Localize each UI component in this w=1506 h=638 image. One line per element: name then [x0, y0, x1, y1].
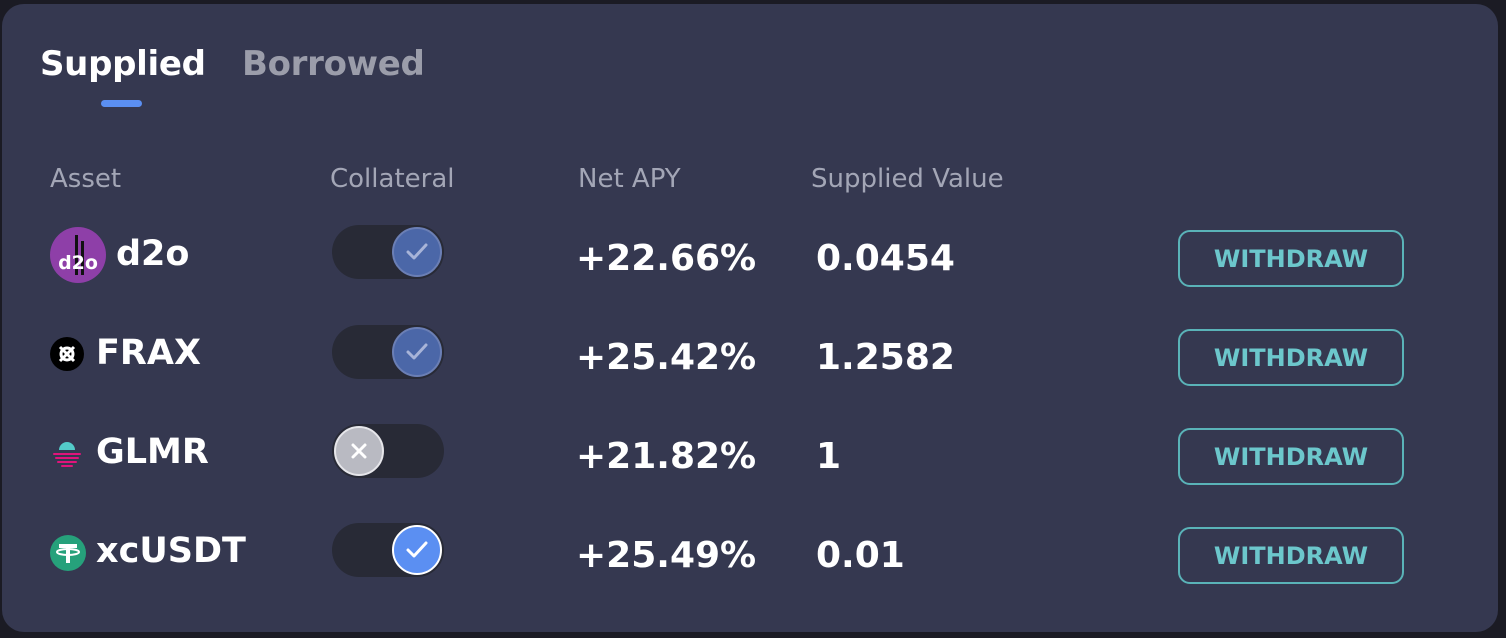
supplied-value: 1.2582	[816, 337, 955, 378]
table-row: d2o d2o +22.66% 0.0454 WITHDRAW	[2, 216, 1498, 296]
column-header-asset: Asset	[50, 164, 122, 194]
usdt-icon	[50, 535, 86, 571]
collateral-toggle[interactable]	[332, 424, 444, 478]
asset-name: GLMR	[96, 432, 209, 472]
withdraw-button[interactable]: WITHDRAW	[1178, 329, 1404, 386]
table-row: FRAX +25.42% 1.2582 WITHDRAW	[2, 315, 1498, 395]
close-icon	[334, 426, 384, 476]
withdraw-button[interactable]: WITHDRAW	[1178, 428, 1404, 485]
asset-name: FRAX	[96, 333, 201, 373]
tab-borrowed[interactable]: Borrowed	[242, 44, 425, 84]
table-row: GLMR +21.82% 1 WITHDRAW	[2, 414, 1498, 494]
net-apy: +22.66%	[576, 238, 757, 279]
column-header-net-apy: Net APY	[578, 164, 681, 194]
net-apy: +21.82%	[576, 436, 757, 477]
supplied-value: 1	[816, 436, 842, 477]
active-tab-indicator	[101, 100, 142, 107]
collateral-toggle[interactable]	[332, 325, 444, 379]
supplied-value: 0.01	[816, 535, 905, 576]
withdraw-button[interactable]: WITHDRAW	[1178, 527, 1404, 584]
positions-panel: Supplied Borrowed Asset Collateral Net A…	[2, 4, 1498, 632]
column-header-supplied-value: Supplied Value	[811, 164, 1004, 194]
column-header-collateral: Collateral	[330, 164, 455, 194]
asset-name: xcUSDT	[96, 531, 246, 571]
frax-icon	[50, 337, 84, 371]
svg-text:d2o: d2o	[58, 252, 98, 274]
check-icon	[392, 227, 442, 277]
tab-supplied[interactable]: Supplied	[40, 44, 206, 84]
collateral-toggle[interactable]	[332, 523, 444, 577]
asset-name: d2o	[116, 234, 190, 274]
net-apy: +25.42%	[576, 337, 757, 378]
d2o-icon: d2o	[50, 227, 106, 283]
table-row: xcUSDT +25.49% 0.01 WITHDRAW	[2, 513, 1498, 593]
check-icon	[392, 525, 442, 575]
net-apy: +25.49%	[576, 535, 757, 576]
glmr-icon	[50, 436, 84, 470]
check-icon	[392, 327, 442, 377]
withdraw-button[interactable]: WITHDRAW	[1178, 230, 1404, 287]
collateral-toggle[interactable]	[332, 225, 444, 279]
supplied-value: 0.0454	[816, 238, 955, 279]
